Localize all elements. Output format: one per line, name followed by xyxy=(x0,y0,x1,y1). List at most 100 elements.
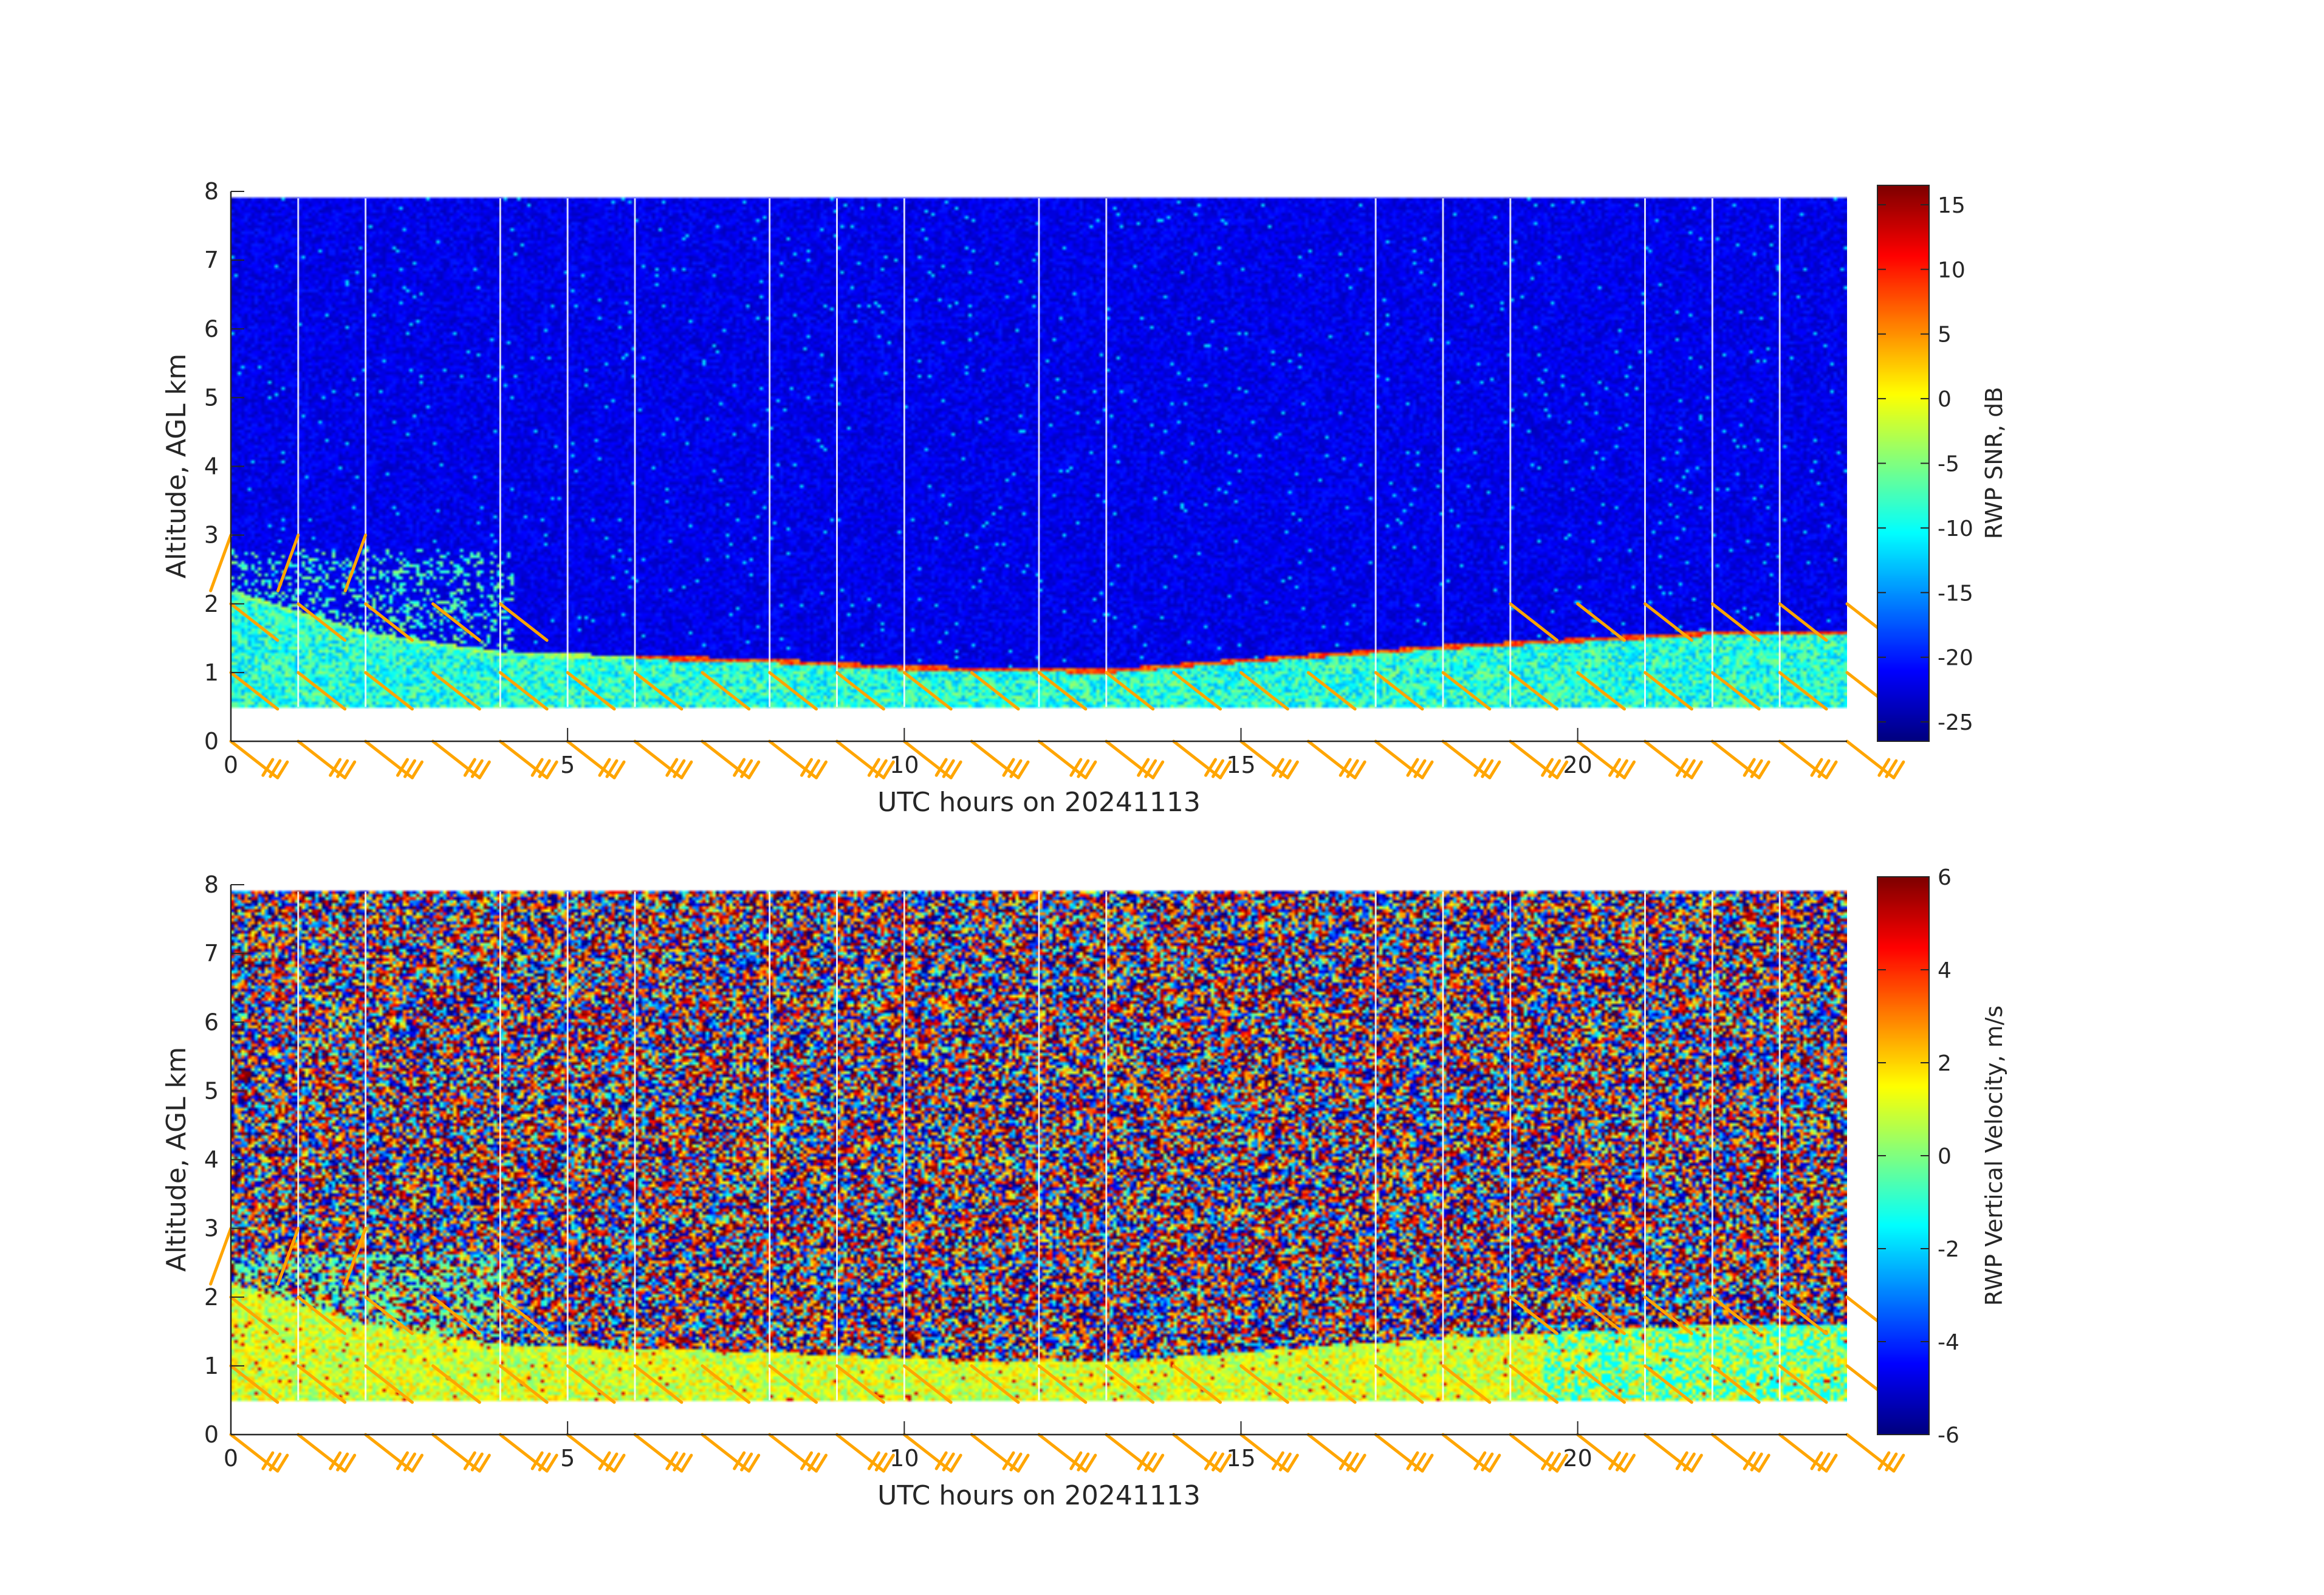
wind-barb xyxy=(1172,671,1222,711)
wind-barb xyxy=(1306,671,1357,711)
wind-barb-staff xyxy=(566,671,616,711)
wind-barb-staff xyxy=(431,1295,481,1336)
snr-colorbar-label: RWP SNR, dB xyxy=(1981,387,2007,540)
wind-barb xyxy=(1509,671,1559,711)
wind-barb-feather xyxy=(1615,759,1628,778)
wind-barb-staff xyxy=(431,602,481,642)
wind-barb-staff xyxy=(1778,1295,1828,1336)
wind-barb-feather xyxy=(1473,1451,1487,1470)
wind-barb-staff xyxy=(566,739,616,780)
wind-barb-feather xyxy=(673,1452,686,1472)
wind-barb-staff xyxy=(276,533,300,592)
colorbar-tick-label: 4 xyxy=(1938,958,1952,983)
wind-barb-staff xyxy=(364,671,414,711)
wind-barb-staff xyxy=(1710,1433,1761,1473)
wind-barb-feather xyxy=(1406,1451,1419,1470)
wind-barb xyxy=(1239,671,1289,711)
wind-barb-staff xyxy=(1576,671,1626,711)
wind-barb xyxy=(1710,1433,1770,1473)
velocity-wind-barbs xyxy=(209,1227,1905,1473)
wind-barb-feather xyxy=(882,760,895,780)
wind-barb xyxy=(902,671,953,711)
wind-barb-staff xyxy=(1509,739,1559,780)
colorbar-tick-label: -20 xyxy=(1938,646,1973,671)
wind-barb-feather xyxy=(1690,1453,1703,1473)
wind-barb-staff xyxy=(296,739,347,780)
wind-barb-feather xyxy=(1421,1453,1434,1473)
wind-barb xyxy=(364,1295,414,1336)
y-tick-label: 3 xyxy=(204,522,219,549)
wind-barb-feather xyxy=(403,759,416,778)
wind-barb-staff xyxy=(1374,739,1424,780)
wind-barb-feather xyxy=(1481,1452,1494,1472)
wind-barb-feather xyxy=(1211,1452,1224,1472)
wind-barb-feather xyxy=(1084,1453,1097,1473)
y-tick-label: 0 xyxy=(204,728,219,755)
wind-barb xyxy=(229,602,279,642)
wind-barb xyxy=(431,602,481,642)
wind-barb-staff xyxy=(209,533,233,592)
wind-barb xyxy=(364,739,423,780)
wind-barb-feather xyxy=(867,1451,880,1470)
wind-barb-feather xyxy=(1204,758,1217,777)
wind-barb xyxy=(431,1433,491,1473)
wind-barb-staff xyxy=(1239,1433,1289,1473)
x-tick-label: 15 xyxy=(1226,1445,1255,1472)
wind-barb-feather xyxy=(934,1451,948,1470)
wind-barb-feather xyxy=(463,758,476,777)
wind-barb-feather xyxy=(1271,1451,1284,1470)
wind-barb-feather xyxy=(396,1451,409,1470)
wind-barb-feather xyxy=(343,1453,357,1473)
wind-barb xyxy=(902,739,962,780)
wind-barb-feather xyxy=(538,759,551,778)
wind-barb xyxy=(1374,1433,1434,1473)
wind-barb-feather xyxy=(874,1452,888,1472)
colorbar-tick-label: -6 xyxy=(1938,1423,1959,1448)
wind-barb-feather xyxy=(1286,760,1299,780)
wind-barb-staff xyxy=(768,739,818,780)
wind-barb-feather xyxy=(1682,759,1696,778)
wind-barb-staff xyxy=(1441,671,1492,711)
wind-barb xyxy=(1509,1364,1559,1404)
wind-barb-staff xyxy=(1576,1433,1626,1473)
y-tick-label: 8 xyxy=(204,178,219,205)
wind-barb-staff xyxy=(1441,739,1492,780)
wind-barb-staff xyxy=(296,1433,347,1473)
wind-barb xyxy=(1778,671,1828,711)
wind-barb-staff xyxy=(768,671,818,711)
wind-barb-feather xyxy=(1810,758,1823,777)
wind-barb-staff xyxy=(1306,1433,1357,1473)
wind-barb xyxy=(1105,739,1165,780)
wind-barb-staff xyxy=(902,1364,953,1404)
wind-barb xyxy=(902,1433,962,1473)
wind-barb-staff xyxy=(1644,671,1693,711)
wind-barb-staff xyxy=(229,1433,279,1473)
wind-barb-feather xyxy=(1892,1453,1905,1473)
wind-barb-feather xyxy=(1885,759,1898,778)
wind-barb xyxy=(1778,739,1838,780)
wind-barb xyxy=(1845,1433,1905,1473)
y-tick-label: 8 xyxy=(204,871,219,898)
x-tick-label: 15 xyxy=(1226,752,1255,778)
wind-barb xyxy=(835,1364,885,1404)
wind-barb xyxy=(566,671,616,711)
wind-barb xyxy=(498,1295,549,1336)
wind-barb xyxy=(1644,1433,1703,1473)
colorbar-tick-label: 0 xyxy=(1938,387,1952,412)
wind-barb-staff xyxy=(1441,1364,1492,1404)
snr-x-axis-label: UTC hours on 20241113 xyxy=(877,787,1201,818)
wind-barb-staff xyxy=(498,1295,549,1336)
snr-colorbar-ticks: 15 10 5 0 -5 -10 -15 -20 -25 xyxy=(1877,193,1973,735)
y-tick-label: 4 xyxy=(204,1147,219,1173)
velocity-axes: 0 5 10 15 20 0 1 2 3 4 5 6 7 8 xyxy=(204,871,1847,1472)
wind-barb-feather xyxy=(1218,1453,1232,1473)
wind-barb-staff xyxy=(431,739,481,780)
wind-barb xyxy=(970,739,1030,780)
wind-barb-staff xyxy=(343,1227,368,1286)
colorbar-tick-label: 6 xyxy=(1938,865,1952,890)
wind-barb-feather xyxy=(1817,1452,1831,1472)
wind-barb-staff xyxy=(1306,671,1357,711)
snr-y-axis-label: Altitude, AGL km xyxy=(161,354,192,578)
wind-barb xyxy=(1037,1433,1097,1473)
